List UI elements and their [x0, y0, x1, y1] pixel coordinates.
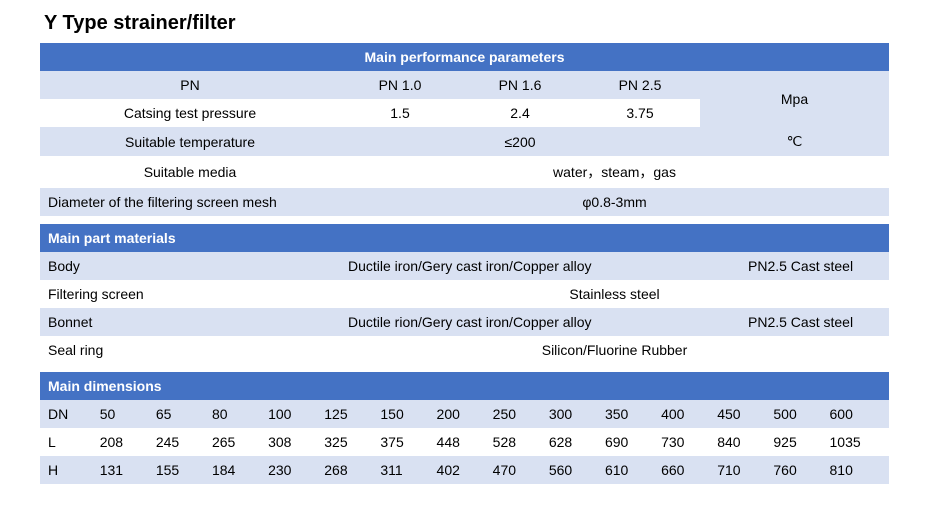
dim-l-row: L208245265308325375448528628690730840925… — [40, 428, 889, 456]
dim-dn-cell-12: 450 — [709, 400, 765, 428]
dim-dn-cell-11: 400 — [653, 400, 709, 428]
dim-h-cell-7: 402 — [429, 456, 485, 484]
dim-l-cell-5: 325 — [316, 428, 372, 456]
dim-header: Main dimensions — [40, 372, 889, 400]
mat-body-c3: PN2.5 Cast steel — [740, 252, 889, 280]
perf-pn-unit: Mpa — [700, 71, 889, 127]
dimensions-table: Main dimensions DN5065801001251502002503… — [40, 372, 889, 484]
dim-dn-cell-0: DN — [40, 400, 92, 428]
dim-dn-cell-14: 600 — [822, 400, 889, 428]
dim-l-cell-6: 375 — [372, 428, 428, 456]
dim-h-cell-2: 155 — [148, 456, 204, 484]
spacer — [40, 364, 889, 372]
dim-h-cell-0: H — [40, 456, 92, 484]
dim-l-cell-9: 628 — [541, 428, 597, 456]
dim-dn-cell-8: 250 — [485, 400, 541, 428]
mat-body-label: Body — [40, 252, 340, 280]
dim-h-cell-14: 810 — [822, 456, 889, 484]
dim-l-cell-1: 208 — [92, 428, 148, 456]
dim-dn-cell-13: 500 — [765, 400, 821, 428]
dim-dn-cell-4: 100 — [260, 400, 316, 428]
mat-body-c2: Ductile iron/Gery cast iron/Copper alloy — [340, 252, 740, 280]
dim-l-cell-12: 840 — [709, 428, 765, 456]
dim-dn-cell-6: 150 — [372, 400, 428, 428]
dim-h-cell-3: 184 — [204, 456, 260, 484]
perf-diam-val: φ0.8-3mm — [340, 188, 889, 216]
dim-l-cell-14: 1035 — [822, 428, 889, 456]
dim-dn-cell-1: 50 — [92, 400, 148, 428]
dim-dn-cell-2: 65 — [148, 400, 204, 428]
page-title: Y Type strainer/filter — [40, 12, 889, 35]
dim-l-cell-0: L — [40, 428, 92, 456]
dim-l-cell-3: 265 — [204, 428, 260, 456]
mat-seal-c2: Silicon/Fluorine Rubber — [340, 336, 889, 364]
dim-dn-cell-10: 350 — [597, 400, 653, 428]
mat-bonnet-c3: PN2.5 Cast steel — [740, 308, 889, 336]
dim-l-cell-2: 245 — [148, 428, 204, 456]
dim-h-cell-10: 610 — [597, 456, 653, 484]
dim-h-cell-4: 230 — [260, 456, 316, 484]
perf-ctp-c3: 2.4 — [460, 99, 580, 127]
mat-header: Main part materials — [40, 224, 889, 252]
perf-temp-val: ≤200 — [340, 127, 700, 156]
perf-media-label: Suitable media — [40, 156, 340, 188]
dim-l-cell-4: 308 — [260, 428, 316, 456]
dim-h-cell-11: 660 — [653, 456, 709, 484]
dim-l-cell-8: 528 — [485, 428, 541, 456]
dim-dn-cell-3: 80 — [204, 400, 260, 428]
perf-diam-label: Diameter of the filtering screen mesh — [40, 188, 340, 216]
dim-l-cell-13: 925 — [765, 428, 821, 456]
mat-seal-label: Seal ring — [40, 336, 340, 364]
spacer — [40, 216, 889, 224]
perf-pn-c4: PN 2.5 — [580, 71, 700, 99]
perf-media-val: water，steam，gas — [340, 156, 889, 188]
mat-bonnet-label: Bonnet — [40, 308, 340, 336]
dim-h-cell-6: 311 — [372, 456, 428, 484]
dim-h-row: H131155184230268311402470560610660710760… — [40, 456, 889, 484]
perf-ctp-c2: 1.5 — [340, 99, 460, 127]
perf-temp-label: Suitable temperature — [40, 127, 340, 156]
dim-dn-row: DN50658010012515020025030035040045050060… — [40, 400, 889, 428]
dim-h-cell-8: 470 — [485, 456, 541, 484]
materials-table: Main part materials Body Ductile iron/Ge… — [40, 224, 889, 372]
perf-ctp-c4: 3.75 — [580, 99, 700, 127]
dim-l-cell-10: 690 — [597, 428, 653, 456]
mat-bonnet-c2: Ductile rion/Gery cast iron/Copper alloy — [340, 308, 740, 336]
dim-dn-cell-9: 300 — [541, 400, 597, 428]
perf-ctp-label: Catsing test pressure — [40, 99, 340, 127]
perf-pn-c3: PN 1.6 — [460, 71, 580, 99]
perf-header: Main performance parameters — [40, 43, 889, 71]
dim-l-cell-7: 448 — [429, 428, 485, 456]
dim-dn-cell-7: 200 — [429, 400, 485, 428]
mat-filter-c2: Stainless steel — [340, 280, 889, 308]
performance-table: Main performance parameters PN PN 1.0 PN… — [40, 43, 889, 224]
perf-pn-label: PN — [40, 71, 340, 99]
dim-h-cell-13: 760 — [765, 456, 821, 484]
dim-dn-cell-5: 125 — [316, 400, 372, 428]
mat-filter-label: Filtering screen — [40, 280, 340, 308]
dim-h-cell-1: 131 — [92, 456, 148, 484]
dim-h-cell-12: 710 — [709, 456, 765, 484]
perf-pn-c2: PN 1.0 — [340, 71, 460, 99]
dim-h-cell-5: 268 — [316, 456, 372, 484]
perf-temp-unit: ℃ — [700, 127, 889, 156]
dim-h-cell-9: 560 — [541, 456, 597, 484]
dim-l-cell-11: 730 — [653, 428, 709, 456]
